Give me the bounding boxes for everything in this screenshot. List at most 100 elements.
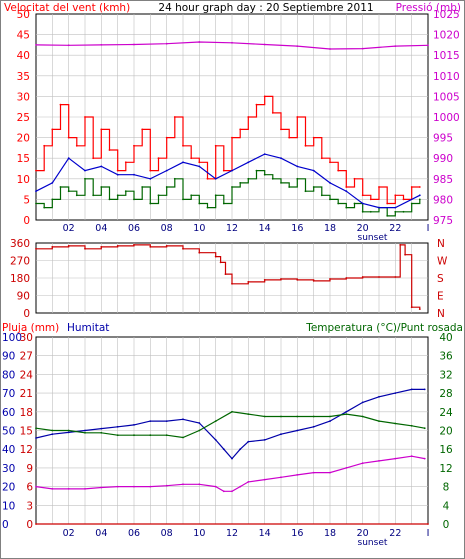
series-dewpoint-line-point (35, 485, 37, 488)
series-average-line-point (157, 194, 160, 197)
series-gust-line-point (247, 116, 250, 118)
series-gust-line-point (100, 128, 103, 131)
series-mean-line-point (418, 194, 421, 197)
series-direction-line-point (224, 273, 227, 275)
series-average-line-point (59, 186, 62, 188)
series-direction-line-point (263, 279, 266, 281)
series-direction-line-point (133, 244, 135, 246)
series-temperature-line-point (116, 434, 119, 437)
humidity-ytick-label: 80 (2, 369, 15, 381)
compass-label: W (437, 256, 448, 268)
series-humidity-line-point (329, 420, 331, 422)
series-humidity-line-point (198, 422, 201, 424)
time-axis-label: 10 (193, 528, 205, 539)
rain-ytick-label: 24 (20, 369, 34, 381)
series-humidity-line-point (182, 418, 184, 421)
series-average-line-point (280, 182, 282, 184)
wind-ytick-label: 50 (17, 9, 30, 21)
series-temperature-line-point (214, 420, 217, 422)
time-axis-label: 22 (389, 223, 401, 234)
series-average-line-point (84, 177, 86, 180)
rain-ytick-label: 30 (20, 332, 33, 344)
series-temperature-line-point (35, 427, 37, 430)
series-direction-line-point (100, 246, 103, 248)
series-humidity-line-point (100, 427, 103, 430)
temperature-title: Temperatura (°C)/Punt rosada (305, 322, 463, 334)
series-humidity-line-point (222, 448, 225, 451)
time-axis-label: 18 (324, 528, 336, 539)
rain-ytick-label: 15 (20, 426, 33, 438)
series-mean-line-point (214, 177, 217, 180)
series-gust-line-point (369, 198, 372, 201)
series-humidity-line-point (263, 439, 266, 441)
time-axis-label: 06 (128, 223, 140, 234)
direction-ytick-label: 0 (23, 308, 30, 320)
series-average-line-point (108, 198, 111, 201)
series-gust-line-point (345, 186, 348, 188)
time-axis-label: 06 (128, 528, 140, 539)
humidity-ytick-label: 10 (2, 500, 15, 512)
series-average-line-point (206, 206, 209, 209)
series-humidity-line-point (296, 429, 299, 432)
series-dewpoint-line-point (239, 485, 242, 488)
series-gust-line-point (198, 161, 201, 164)
time-axis-label: 08 (161, 528, 173, 539)
wind-ytick-label: 30 (17, 91, 30, 103)
series-humidity-line-point (165, 420, 168, 422)
series-pressure-line-point (361, 47, 364, 50)
series-pressure-line-point (394, 45, 397, 47)
series-temperature-line-point (410, 424, 413, 427)
series-average-line-point (100, 186, 103, 188)
pressure-ytick-label: 1010 (433, 71, 460, 83)
series-average-line-point (133, 198, 135, 201)
series-temperature-line-point (345, 413, 348, 415)
series-gust-line-point (271, 112, 274, 114)
series-average-line-point (190, 194, 193, 197)
direction-ytick-label: 360 (10, 238, 30, 250)
temperature-ytick-label: 32 (439, 369, 452, 381)
series-humidity-line-point (378, 395, 380, 398)
series-humidity-line-point (280, 433, 282, 436)
series-gust-line-point (35, 169, 37, 172)
series-dewpoint-line-point (214, 485, 217, 488)
series-humidity-line-point (423, 388, 426, 391)
wind-ytick-label: 15 (17, 153, 30, 165)
time-axis-label: I (427, 223, 430, 234)
series-humidity-line-point (247, 440, 250, 443)
humidity-ytick-label: 100 (2, 332, 22, 344)
wind-title: Velocitat del vent (kmh) (4, 2, 130, 14)
pressure-ytick-label: 980 (433, 194, 453, 206)
series-humidity-line-point (231, 457, 233, 460)
series-dewpoint-line-point (51, 488, 54, 490)
series-gust-line-point (296, 116, 299, 118)
series-direction-line-point (404, 253, 406, 256)
series-gust-line-point (353, 177, 356, 180)
series-mean-line-point (165, 169, 168, 172)
series-gust-line-point (312, 136, 315, 139)
series-average-line-point (255, 169, 258, 172)
series-gust-line-point (108, 149, 111, 151)
wind-ytick-label: 5 (23, 194, 30, 206)
series-average-line-point (173, 177, 176, 180)
time-axis-label: 16 (291, 223, 303, 234)
series-gust-line-point (92, 157, 95, 160)
series-gust-line-point (67, 136, 70, 139)
series-mean-line-point (231, 169, 233, 172)
humidity-ytick-label: 0 (2, 519, 9, 531)
series-dewpoint-line-point (423, 457, 426, 460)
series-direction-line-point (247, 281, 250, 283)
series-temperature-line-point (394, 422, 397, 425)
series-direction-line-point (394, 276, 397, 278)
humidity-title: Humitat (67, 322, 109, 334)
series-direction-line-point (345, 277, 348, 279)
rain-ytick-label: 3 (26, 500, 33, 512)
direction-ytick-label: 180 (10, 273, 30, 285)
pressure-ytick-label: 1020 (433, 30, 460, 42)
series-gust-line-point (280, 128, 282, 131)
series-dewpoint-line-point (84, 488, 86, 490)
series-gust-line-point (182, 144, 184, 147)
series-average-line-point (124, 190, 127, 193)
series-average-line-point (35, 202, 37, 205)
series-dewpoint-line-point (312, 471, 315, 474)
series-dewpoint-line-point (280, 476, 282, 479)
